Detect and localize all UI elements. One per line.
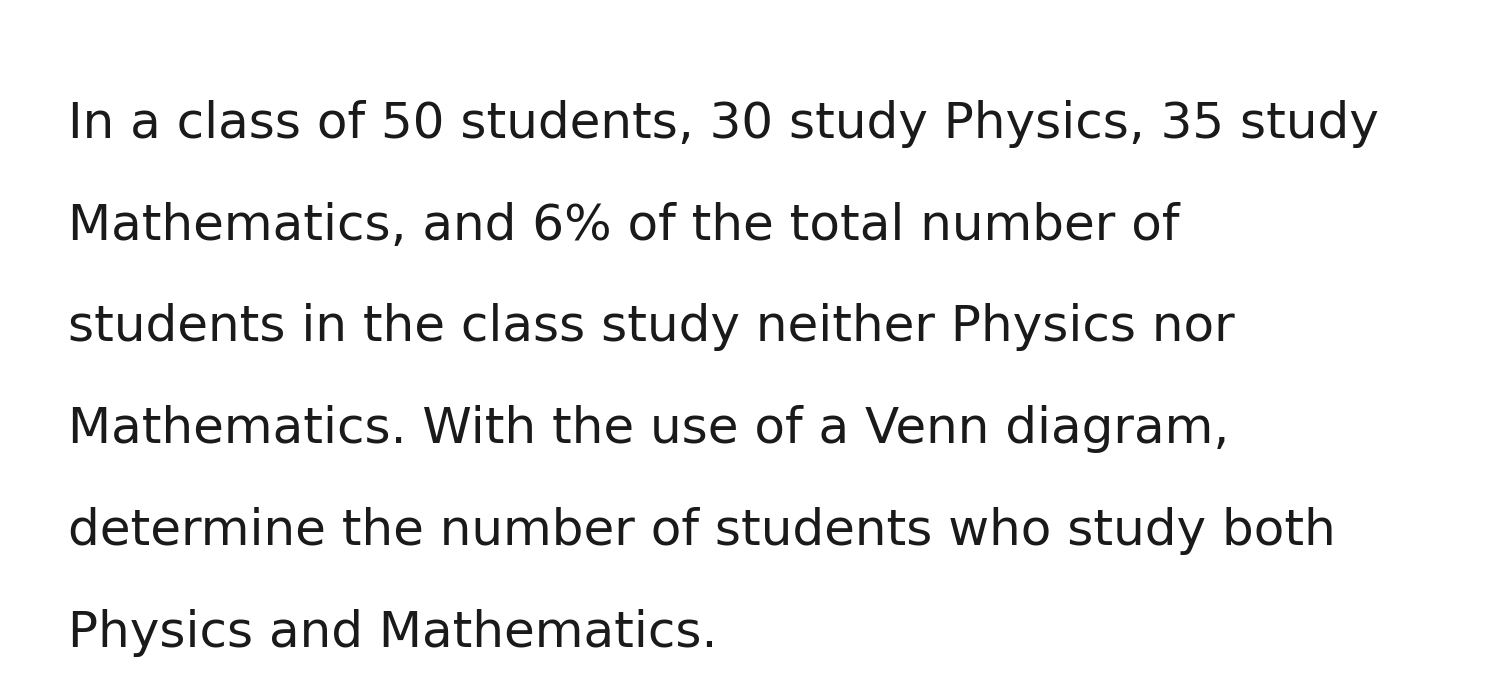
Text: Mathematics. With the use of a Venn diagram,: Mathematics. With the use of a Venn diag…	[68, 405, 1228, 453]
Text: Physics and Mathematics.: Physics and Mathematics.	[68, 609, 717, 657]
Text: Mathematics, and 6% of the total number of: Mathematics, and 6% of the total number …	[68, 202, 1179, 250]
Text: determine the number of students who study both: determine the number of students who stu…	[68, 507, 1335, 555]
Text: students in the class study neither Physics nor: students in the class study neither Phys…	[68, 303, 1234, 352]
Text: In a class of 50 students, 30 study Physics, 35 study: In a class of 50 students, 30 study Phys…	[68, 100, 1378, 148]
